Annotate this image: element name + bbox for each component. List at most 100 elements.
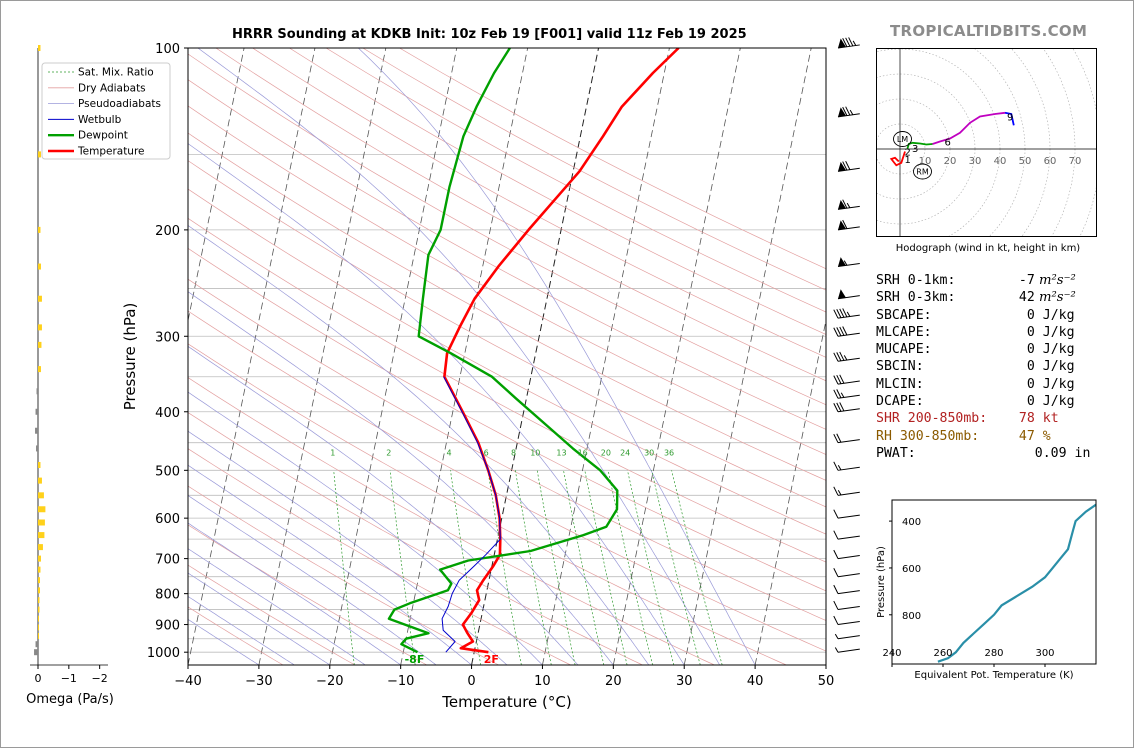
wind-barb bbox=[833, 389, 860, 399]
dry-adiabat bbox=[188, 485, 499, 665]
param-unit: J/kg bbox=[1034, 376, 1075, 392]
wind-barb-full bbox=[842, 38, 848, 47]
hodograph-trace bbox=[932, 111, 1006, 145]
hodograph-frame bbox=[876, 48, 1097, 237]
wind-barb-half bbox=[852, 40, 857, 46]
hodograph-trace bbox=[889, 151, 906, 167]
theta-e-x-tick-label: 300 bbox=[1035, 648, 1054, 659]
param-value: 0 bbox=[1010, 359, 1035, 375]
param-row: PWAT: 0.09 in bbox=[876, 445, 1090, 462]
wind-barb-flag bbox=[838, 161, 846, 172]
storm-motion-label: RM bbox=[916, 168, 929, 177]
wind-barb-half bbox=[837, 464, 842, 471]
isotherm-line bbox=[542, 48, 670, 665]
wind-barb bbox=[837, 219, 860, 231]
x-tick-label: 0 bbox=[467, 674, 475, 689]
wind-barb-staff bbox=[837, 408, 860, 413]
param-label: SRH 0-1km: bbox=[876, 273, 1011, 288]
theta-e-x-tick-label: 280 bbox=[984, 648, 1003, 659]
pseudoadiabat bbox=[188, 572, 330, 665]
omega-bar bbox=[38, 615, 39, 622]
param-unit: J/kg bbox=[1034, 324, 1075, 340]
isotherm-line bbox=[258, 48, 387, 665]
wind-barb bbox=[833, 509, 860, 519]
dry-adiabat bbox=[188, 412, 643, 665]
hodograph-plot-area bbox=[877, 49, 1096, 236]
wind-barb bbox=[837, 199, 860, 210]
param-label: SRH 0-3km: bbox=[876, 290, 1011, 306]
wind-barb-full bbox=[836, 433, 842, 443]
theta-e-x-label: Equivalent Pot. Temperature (K) bbox=[914, 670, 1073, 681]
wind-barb-full bbox=[833, 461, 839, 471]
hodograph-ring bbox=[974, 49, 1026, 236]
y-tick-label: 200 bbox=[155, 224, 180, 239]
param-value: 0 bbox=[1010, 376, 1035, 392]
legend-label: Pseudoadiabats bbox=[78, 98, 161, 110]
y-tick-label: 400 bbox=[155, 406, 180, 421]
wind-barb-full bbox=[833, 433, 839, 443]
wind-barb-staff bbox=[837, 555, 860, 560]
hodograph-ring-label: 70 bbox=[1069, 156, 1082, 167]
hodograph-height-label: 1 bbox=[905, 155, 911, 166]
param-row: MLCAPE: 0 J/kg bbox=[876, 324, 1090, 341]
x-tick-label: 30 bbox=[676, 674, 693, 689]
wind-barb-half bbox=[846, 202, 851, 209]
param-label: SHR 200-850mb: bbox=[876, 411, 1011, 427]
wind-barb-staff bbox=[837, 205, 860, 210]
wind-barb-full bbox=[842, 308, 848, 318]
wind-barb-staff bbox=[837, 380, 860, 385]
isotherm-line bbox=[329, 48, 458, 665]
x-axis-label: Temperature (°C) bbox=[441, 693, 571, 711]
wind-barb-half bbox=[840, 392, 845, 398]
wind-barb-staff bbox=[837, 44, 860, 49]
wind-barb-full bbox=[833, 389, 839, 399]
dry-adiabat bbox=[188, 247, 826, 592]
wind-barb bbox=[834, 647, 860, 653]
wind-barb-full bbox=[836, 352, 842, 362]
legend-label: Temperature bbox=[77, 146, 145, 158]
pseudoadiabat bbox=[188, 391, 543, 665]
wind-barb-full bbox=[836, 309, 842, 318]
wind-barb-staff bbox=[837, 620, 860, 626]
wind-barb-full bbox=[836, 374, 842, 384]
wind-barb-flag bbox=[838, 38, 846, 48]
dry-adiabat bbox=[188, 53, 826, 406]
param-row: MUCAPE: 0 J/kg bbox=[876, 341, 1090, 358]
wind-barb-staff bbox=[837, 394, 860, 399]
wind-barb bbox=[833, 351, 860, 362]
wind-barb bbox=[833, 374, 860, 385]
wind-barb-staff bbox=[837, 357, 860, 362]
mixing-ratio-line bbox=[563, 470, 605, 665]
wind-barb-half bbox=[846, 311, 851, 317]
omega-bar bbox=[38, 597, 40, 604]
omega-bar bbox=[38, 462, 41, 469]
theta-e-y-tick-label: 600 bbox=[902, 564, 921, 575]
param-label: MLCAPE: bbox=[876, 324, 1011, 340]
wind-barb-full bbox=[833, 309, 839, 319]
omega-bar bbox=[38, 324, 42, 331]
omega-bar bbox=[38, 492, 44, 499]
param-value: 42 bbox=[1010, 290, 1035, 306]
wind-barb bbox=[833, 308, 860, 319]
storm-motion-label: LM bbox=[897, 135, 908, 144]
pseudoadiabat bbox=[188, 291, 614, 665]
wind-barb-full bbox=[842, 199, 848, 209]
omega-bar bbox=[38, 366, 41, 373]
dry-adiabat bbox=[289, 48, 826, 335]
wind-barb bbox=[833, 530, 860, 540]
wind-barb-full bbox=[848, 37, 854, 47]
wind-barb-full bbox=[833, 600, 839, 610]
wind-barb-staff bbox=[837, 648, 860, 653]
param-label: DCAPE: bbox=[876, 394, 1011, 410]
wind-barb-staff bbox=[837, 439, 860, 444]
theta-e-y-label: Pressure (hPa) bbox=[876, 546, 887, 618]
y-tick-label: 1000 bbox=[147, 646, 180, 661]
param-unit: J/kg bbox=[1034, 394, 1075, 410]
legend: Sat. Mix. Ratio Dry Adiabats Pseudoadiabat… bbox=[41, 62, 171, 160]
surface-temperature-label: 2F bbox=[484, 653, 499, 666]
hodograph-ring-label: 10 bbox=[919, 156, 932, 167]
param-row: SHR 200-850mb: 78 kt bbox=[876, 410, 1090, 427]
dry-adiabat bbox=[188, 343, 787, 665]
mixing-ratio-line bbox=[450, 470, 482, 665]
theta-e-x-tick-label: 240 bbox=[882, 648, 901, 659]
